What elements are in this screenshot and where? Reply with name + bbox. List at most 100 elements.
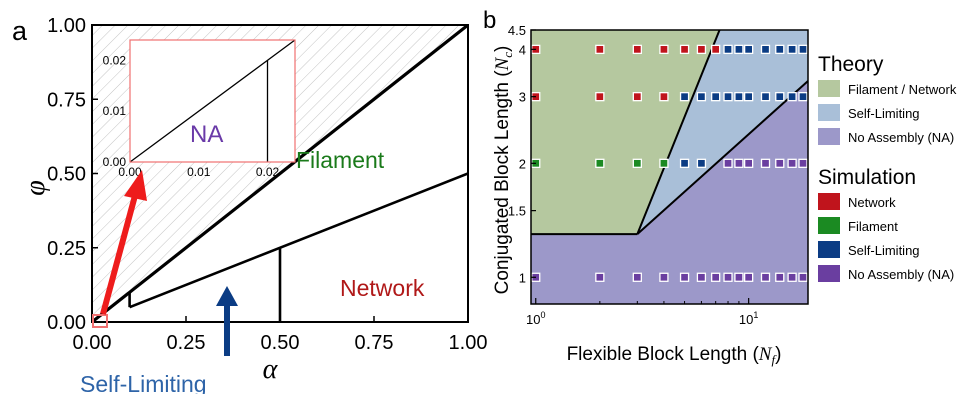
inset-frame [129,39,296,163]
inset-y-tick-label: 0.02 [103,53,127,67]
x-tick-label: 0.75 [355,332,394,354]
legend-theory-swatch [818,80,840,97]
panel-b-plot: 1 1.5 2 3 4 4.5 100 101 [508,23,809,327]
inset-y-tick-label: 0.00 [103,155,127,169]
point-self-limiting [798,92,808,102]
point-self-limiting [734,92,744,102]
inset-boundaries [130,40,295,162]
inset-x-tick-label: 0.02 [256,165,280,179]
point-network [595,44,605,55]
y-tick-label: 4 [519,42,526,57]
point-no-assembly-na- [744,158,754,168]
y-tick-label: 3 [519,90,526,105]
legend-simulation-label: No Assembly (NA) [848,267,954,282]
theory-regions [531,30,808,304]
point-no-assembly-na- [659,272,669,282]
point-network [659,92,669,102]
panel-b-tick-labels: 1 1.5 2 3 4 4.5 100 101 [508,23,758,327]
theory-region-0 [531,30,720,235]
point-no-assembly-na- [798,158,808,168]
point-no-assembly-na- [711,272,721,282]
panel-a-tick-labels: 0.00 0.25 0.50 0.75 1.00 0.00 0.25 0.50 0.75 1.00 [47,15,487,354]
point-no-assembly-na- [760,272,771,282]
point-no-assembly-na- [787,158,797,168]
red-arrow-head [124,170,147,201]
legend: Theory Filament / Network Self-Limiting No… [818,53,957,282]
point-no-assembly-na- [798,272,808,282]
point-self-limiting [760,44,771,55]
panel-b-ylabel: Conjugated Block Length (Nc) [492,46,515,295]
self-limiting-region-label: Self-Limiting [80,371,207,394]
y-tick-label: 1 [519,270,526,285]
y-tick-label: 4.5 [508,23,526,38]
legend-simulation-swatch [818,193,840,210]
legend-theory-label: No Assembly (NA) [848,130,954,145]
point-no-assembly-na- [632,272,642,282]
x-tick-label: 100 [526,310,545,327]
point-network [696,44,707,55]
legend-theory-label: Filament / Network [848,82,957,97]
legend-theory-label: Self-Limiting [848,106,920,121]
y-tick-label: 0.25 [47,238,86,260]
point-no-assembly-na- [775,158,785,168]
x-tick-label: 0.50 [261,332,300,354]
point-network [632,92,642,102]
y-tick-label: 0.75 [47,89,86,111]
point-self-limiting [696,158,707,168]
boundary-line-0 [92,25,468,322]
y-tick-label: 0.00 [47,312,86,334]
legend-simulation-label: Filament [848,219,898,234]
panel-b-ticks [531,29,750,304]
legend-theory-title: Theory [818,53,884,76]
point-self-limiting [798,44,808,55]
blue-arrow-head [216,286,238,306]
legend-simulation-swatch [818,241,840,258]
x-tick-label: 0.00 [73,332,112,354]
point-self-limiting [734,44,744,55]
legend-simulation-title: Simulation [818,166,916,189]
panel-b-xlabel: Flexible Block Length (Nf) [567,344,782,367]
point-no-assembly-na- [734,272,744,282]
panel-a-ylabel: φ [20,180,51,196]
inset-zoom: 0.00 0.01 0.02 0.00 0.01 0.02 NA [103,39,296,179]
inset-x-tick-label: 0.00 [118,165,142,179]
y-tick-label: 1.5 [508,204,526,219]
point-self-limiting [760,92,771,102]
point-self-limiting [744,44,754,55]
point-no-assembly-na- [595,272,605,282]
point-self-limiting [723,92,733,102]
inset-na-label: NA [190,121,223,148]
panel-a-ticks [91,24,469,323]
point-self-limiting [744,92,754,102]
inset-x-tick-label: 0.01 [187,165,211,179]
point-no-assembly-na- [723,158,733,168]
y-tick-label: 2 [519,156,526,171]
x-tick-label: 0.25 [167,332,206,354]
red-arrow-shaft [100,191,139,315]
point-self-limiting [787,92,797,102]
point-network [679,44,690,55]
point-no-assembly-na- [734,158,744,168]
legend-theory-swatch [818,128,840,145]
point-self-limiting [711,92,721,102]
filament-region-label: Filament [296,147,385,173]
point-network [595,92,605,102]
point-self-limiting [679,92,690,102]
point-self-limiting [775,44,785,55]
point-no-assembly-na- [787,272,797,282]
point-self-limiting [787,44,797,55]
point-filament [595,158,605,168]
point-filament [659,158,669,168]
point-self-limiting [679,158,690,168]
panel-b-label: b [483,7,496,34]
point-filament [632,158,642,168]
simulation-points [531,44,808,282]
point-no-assembly-na- [679,272,690,282]
legend-simulation-label: Self-Limiting [848,243,920,258]
theory-boundary-1 [636,30,721,235]
x-tick-label: 101 [739,310,758,327]
zoom-region-marker [92,314,108,328]
point-network [659,44,669,55]
point-self-limiting [723,44,733,55]
